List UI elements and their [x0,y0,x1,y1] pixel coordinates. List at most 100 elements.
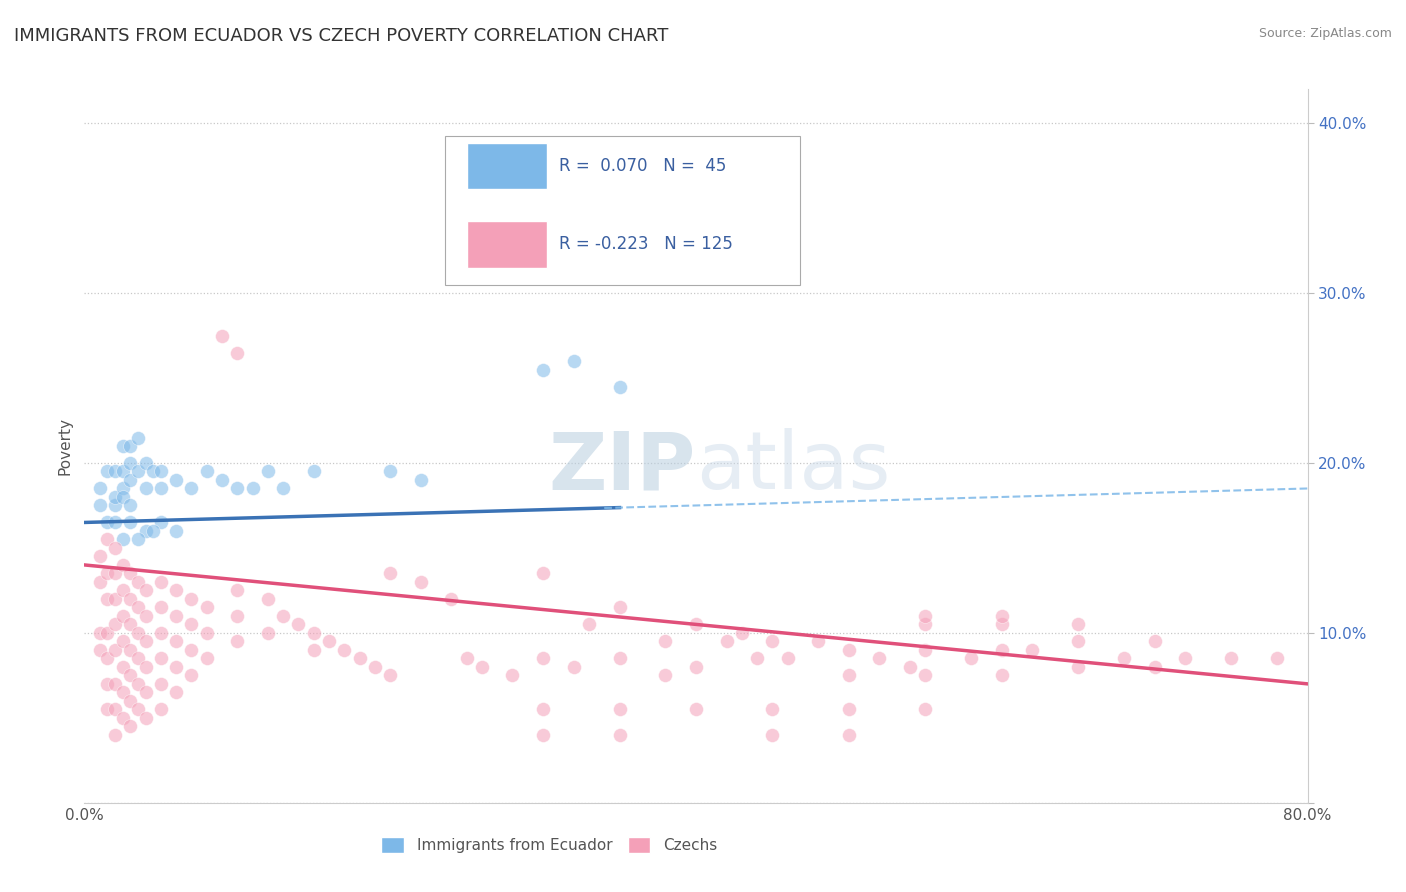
Point [1220,651,1243,665]
Point [165,660,187,674]
Point [135,711,157,725]
Point [195,465,218,479]
Point [838,702,860,716]
Text: ZIP: ZIP [548,428,696,507]
Point [991,643,1014,657]
Point [776,651,799,665]
Point [226,583,249,598]
Text: R = -0.223   N = 125: R = -0.223 N = 125 [560,235,733,253]
Point [211,473,233,487]
Point [716,634,738,648]
Point [195,651,218,665]
Point [1265,651,1288,665]
Point [914,643,936,657]
Point [747,651,769,665]
Point [654,668,676,682]
Point [562,660,585,674]
Point [149,626,172,640]
Point [226,634,249,648]
Point [409,473,432,487]
Point [302,643,325,657]
Point [120,694,142,708]
Point [562,354,585,368]
Point [914,702,936,716]
Point [89,626,111,640]
FancyBboxPatch shape [467,221,547,268]
Point [271,482,294,496]
Point [111,558,134,572]
Text: IMMIGRANTS FROM ECUADOR VS CZECH POVERTY CORRELATION CHART: IMMIGRANTS FROM ECUADOR VS CZECH POVERTY… [14,27,668,45]
Text: R =  0.070   N =  45: R = 0.070 N = 45 [560,157,727,175]
Point [120,668,142,682]
Point [127,533,149,547]
Point [914,608,936,623]
Point [471,660,494,674]
Point [111,533,134,547]
Point [685,176,707,190]
Point [111,634,134,648]
Point [142,524,165,538]
Point [120,591,142,606]
Point [195,626,218,640]
Point [135,583,157,598]
Point [380,566,402,581]
Point [149,482,172,496]
Point [349,651,371,665]
Point [89,574,111,589]
Point [257,626,280,640]
Point [531,651,554,665]
Point [991,668,1014,682]
Point [120,617,142,632]
Point [211,328,233,343]
Point [120,456,142,470]
Point [502,668,524,682]
Point [111,465,134,479]
Point [120,516,142,530]
Point [127,651,149,665]
Point [838,728,860,742]
Point [120,566,142,581]
Point [127,574,149,589]
Point [135,660,157,674]
Point [609,651,631,665]
Point [104,728,127,742]
Point [120,719,142,733]
Point [914,617,936,632]
Point [914,668,936,682]
Point [807,634,830,648]
Point [135,685,157,699]
Point [135,634,157,648]
Point [226,345,249,359]
Point [380,465,402,479]
Point [149,465,172,479]
Point [127,465,149,479]
Point [531,566,554,581]
Point [838,668,860,682]
Point [1174,651,1197,665]
Point [761,728,783,742]
Point [104,677,127,691]
Point [731,626,754,640]
Point [127,702,149,716]
Point [180,643,202,657]
Point [149,574,172,589]
Point [609,600,631,615]
Point [89,549,111,564]
Point [609,379,631,393]
Point [127,600,149,615]
Point [111,711,134,725]
Point [257,465,280,479]
FancyBboxPatch shape [446,136,800,285]
Legend: Immigrants from Ecuador, Czechs: Immigrants from Ecuador, Czechs [375,831,723,859]
Point [135,608,157,623]
Point [96,516,118,530]
Point [104,617,127,632]
Point [104,490,127,504]
Point [89,482,111,496]
Point [165,634,187,648]
Point [364,660,387,674]
Point [1143,634,1166,648]
Point [89,643,111,657]
Point [111,482,134,496]
Point [685,617,707,632]
